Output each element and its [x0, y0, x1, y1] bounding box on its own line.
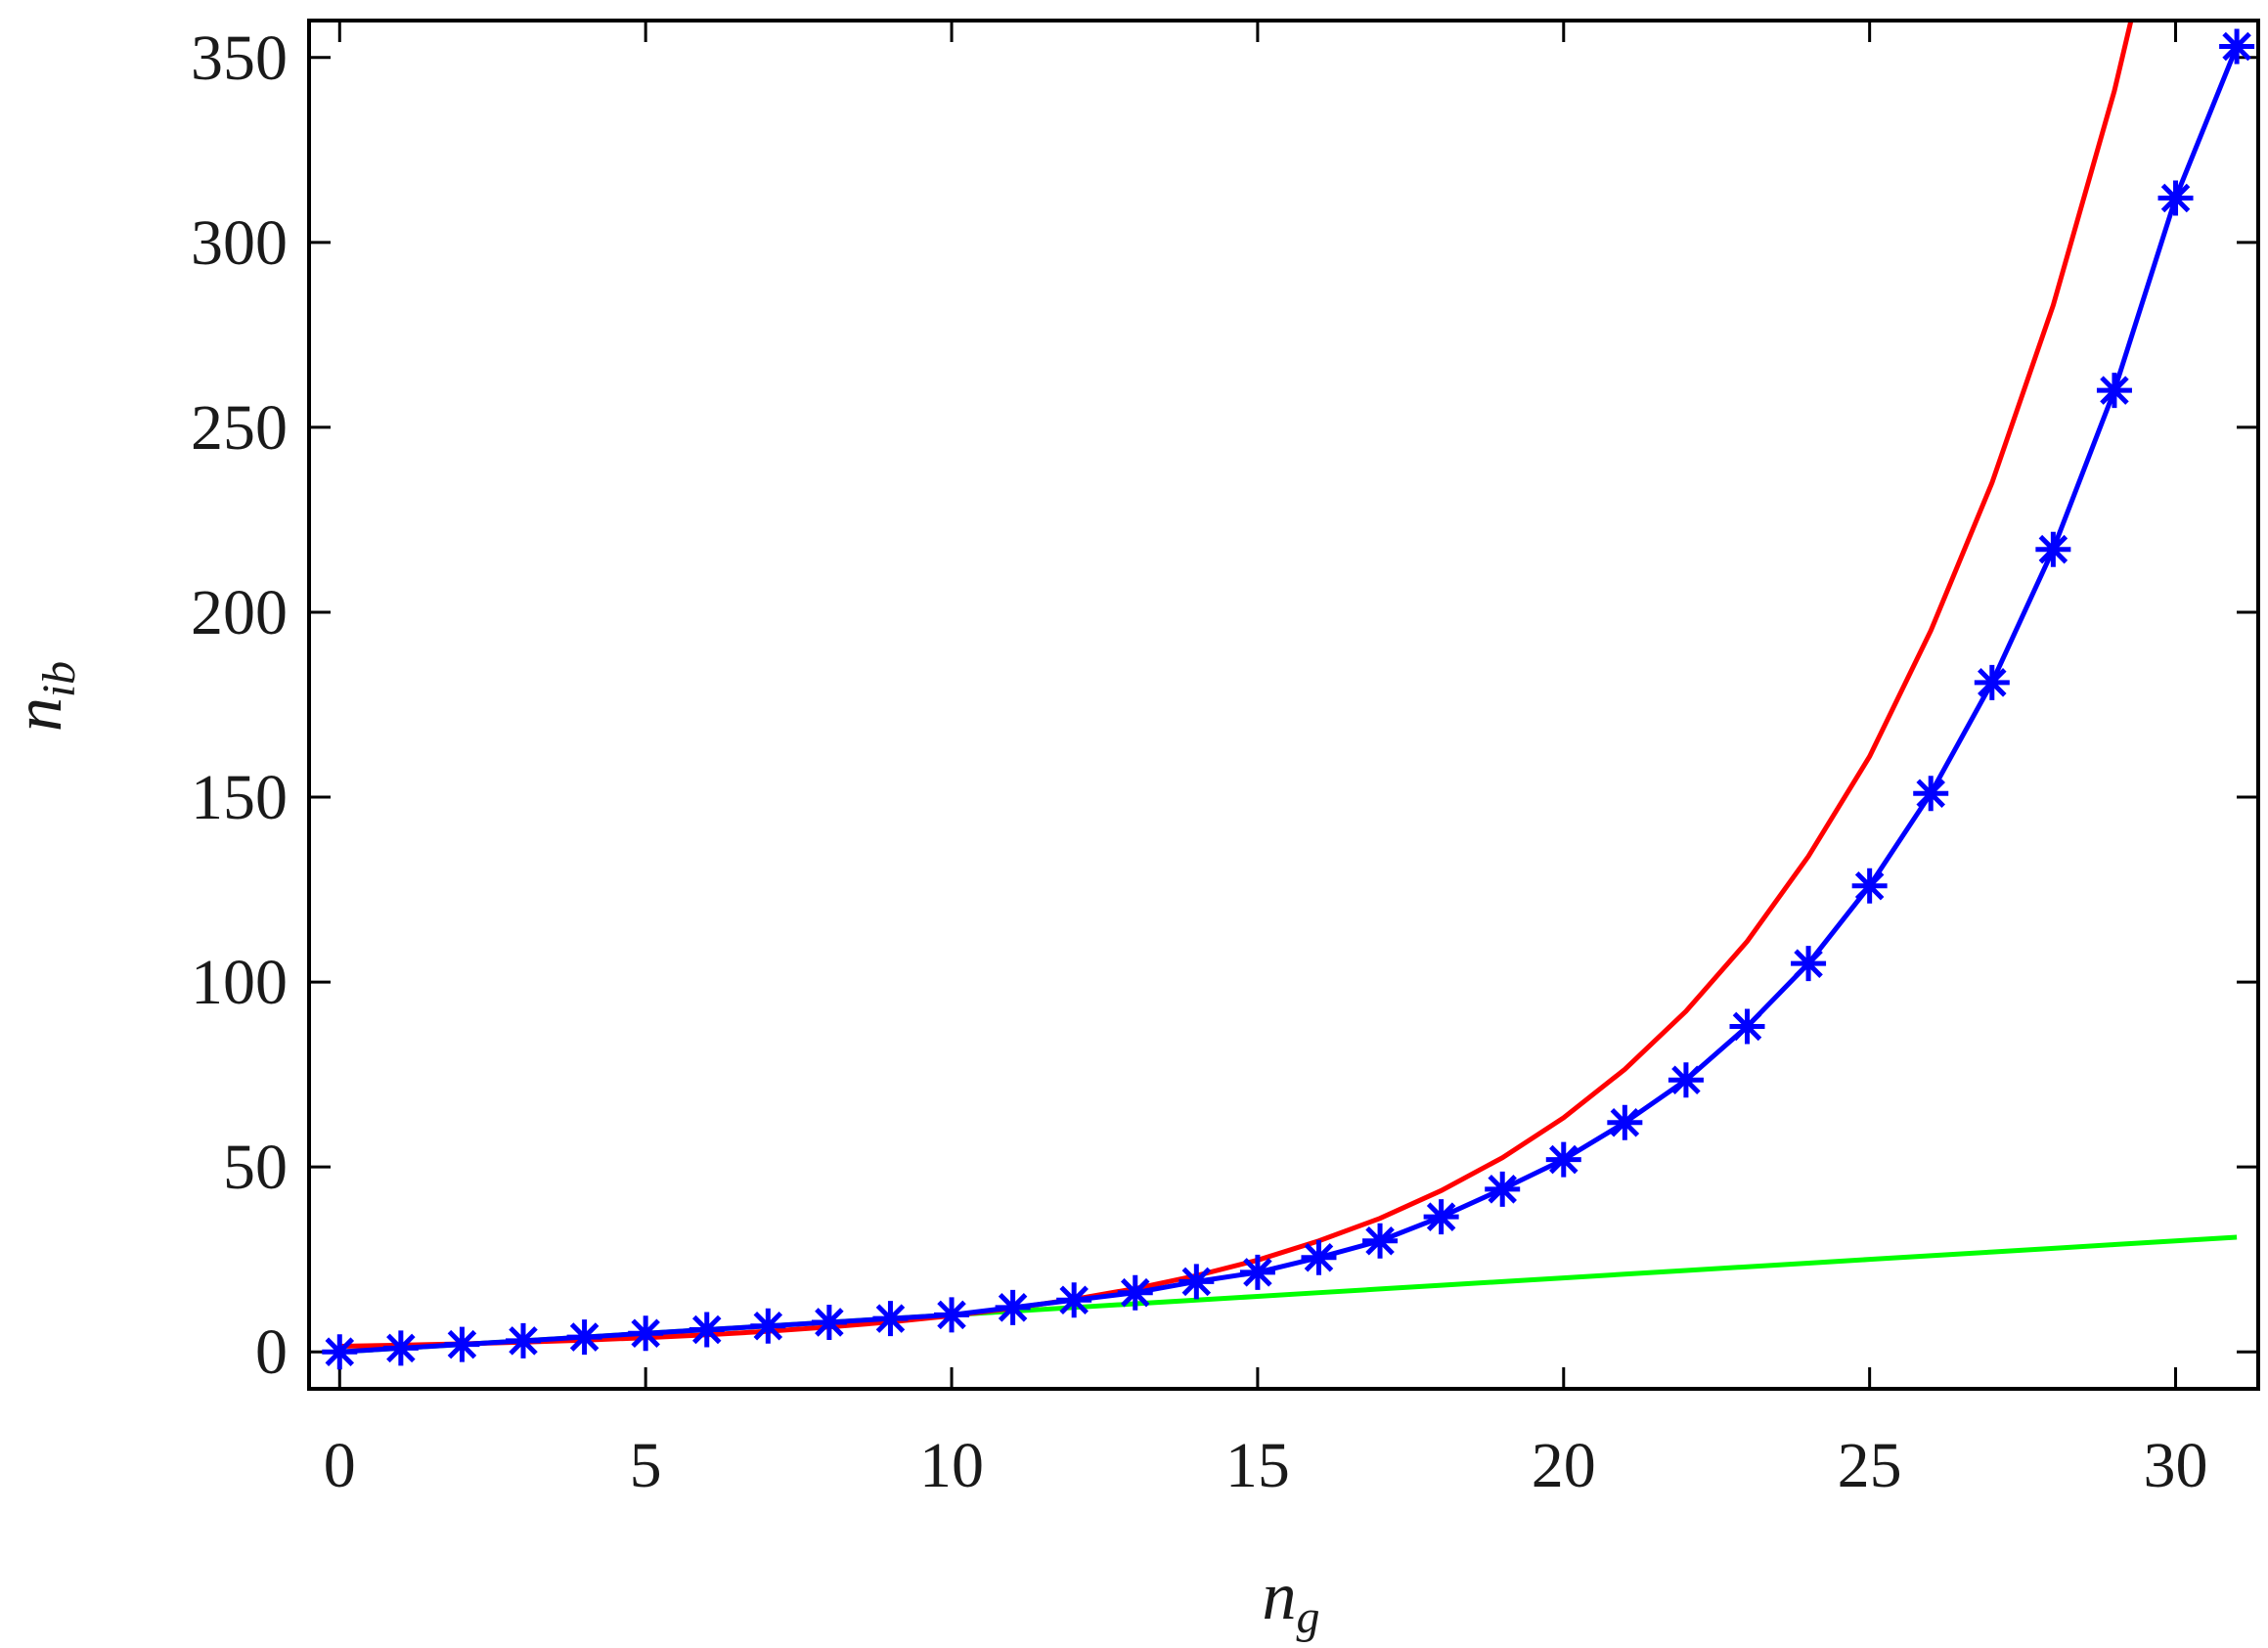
- star-marker: [444, 1326, 480, 1362]
- star-marker: [2096, 373, 2132, 409]
- star-marker: [689, 1312, 725, 1348]
- y-tick-label: 0: [255, 1316, 288, 1388]
- star-marker: [995, 1289, 1031, 1325]
- y-tick-label: 300: [191, 207, 288, 279]
- star-marker: [1974, 664, 2010, 700]
- star-marker: [628, 1315, 664, 1352]
- y-tick-label: 100: [191, 947, 288, 1018]
- star-marker: [2035, 531, 2071, 567]
- star-marker: [1178, 1264, 1215, 1300]
- star-marker: [1913, 776, 1949, 812]
- star-marker: [506, 1322, 542, 1358]
- star-marker: [1301, 1239, 1337, 1275]
- x-tick-label: 30: [2144, 1430, 2208, 1501]
- y-tick-label: 150: [191, 762, 288, 833]
- x-tick-label: 5: [630, 1430, 662, 1501]
- star-marker: [1851, 868, 1888, 904]
- star-marker: [382, 1330, 419, 1366]
- star-marker: [1485, 1171, 1521, 1207]
- star-marker: [934, 1297, 970, 1333]
- star-marker: [1117, 1274, 1153, 1311]
- y-axis-label: nib: [1, 661, 85, 732]
- star-marker: [1545, 1141, 1581, 1178]
- y-tick-label: 250: [191, 392, 288, 464]
- star-marker: [2219, 28, 2255, 65]
- x-tick-label: 25: [1838, 1430, 1902, 1501]
- star-marker: [322, 1334, 358, 1370]
- y-tick-label: 50: [223, 1132, 288, 1203]
- star-marker: [1362, 1223, 1399, 1259]
- plot-area: [322, 21, 2255, 1370]
- star-marker: [1668, 1062, 1704, 1098]
- x-axis-label-sub: g: [1297, 1591, 1320, 1643]
- star-marker: [1729, 1008, 1765, 1045]
- y-axis-label-main: n: [1, 697, 76, 732]
- y-tick-label: 200: [191, 577, 288, 648]
- x-tick-label: 15: [1225, 1430, 1290, 1501]
- x-axis-label-main: n: [1263, 1559, 1297, 1634]
- y-axis-label-sub: ib: [33, 661, 85, 697]
- star-marker: [1791, 946, 1827, 982]
- star-marker: [1239, 1254, 1275, 1290]
- series-line: [339, 45, 2240, 1355]
- plot-frame: [307, 19, 2260, 1391]
- star-marker: [1423, 1199, 1459, 1235]
- star-marker: [1056, 1282, 1092, 1318]
- x-tick-label: 20: [1532, 1430, 1596, 1501]
- star-marker: [2157, 180, 2194, 216]
- series-line: [339, 21, 2134, 1350]
- star-marker: [872, 1301, 909, 1337]
- y-tick-label: 350: [191, 22, 288, 94]
- x-tick-label: 0: [324, 1430, 356, 1501]
- x-axis-label: ng: [1263, 1559, 1320, 1643]
- star-marker: [811, 1304, 847, 1340]
- star-marker: [750, 1308, 786, 1344]
- star-marker: [1607, 1104, 1643, 1140]
- x-tick-label: 10: [919, 1430, 984, 1501]
- star-marker: [566, 1319, 602, 1356]
